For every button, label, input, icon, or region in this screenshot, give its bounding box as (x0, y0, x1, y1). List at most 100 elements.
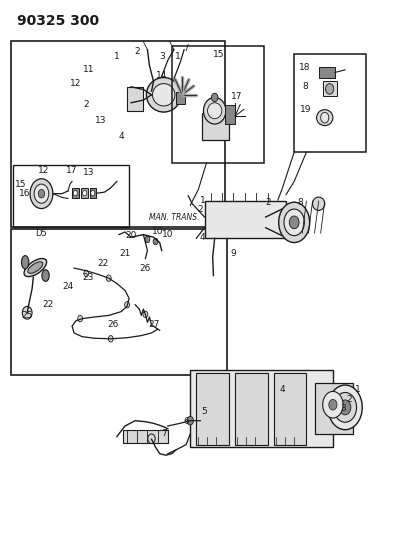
Circle shape (22, 306, 32, 319)
Bar (127, 87, 144, 111)
Circle shape (91, 190, 95, 196)
Circle shape (78, 316, 83, 322)
Text: 2: 2 (198, 205, 203, 214)
Bar (202, 114, 229, 140)
Text: 27: 27 (148, 320, 159, 329)
Circle shape (34, 184, 49, 203)
Text: D5: D5 (35, 229, 47, 238)
Text: 15: 15 (15, 180, 27, 189)
Circle shape (339, 400, 351, 415)
Ellipse shape (317, 110, 333, 126)
Bar (90, 188, 96, 198)
Ellipse shape (28, 262, 43, 273)
Text: 4: 4 (279, 385, 285, 394)
Circle shape (145, 236, 150, 243)
Bar (225, 106, 235, 124)
Bar (176, 92, 185, 104)
Circle shape (323, 391, 343, 418)
Text: 15: 15 (213, 51, 225, 59)
Bar (196, 373, 229, 445)
Text: 3: 3 (159, 52, 164, 61)
Text: 23: 23 (83, 273, 94, 281)
Bar (123, 430, 168, 443)
Bar (235, 373, 267, 445)
Bar (11, 229, 227, 375)
Circle shape (106, 275, 111, 281)
Circle shape (143, 311, 148, 318)
Bar (72, 188, 79, 198)
Text: 4: 4 (118, 132, 124, 141)
Circle shape (73, 190, 77, 196)
Text: 26: 26 (140, 264, 151, 272)
Circle shape (279, 202, 310, 243)
Text: 3: 3 (340, 405, 346, 414)
Circle shape (125, 302, 130, 308)
Bar (274, 373, 306, 445)
Ellipse shape (207, 103, 222, 119)
Ellipse shape (24, 259, 47, 277)
Text: 2: 2 (135, 47, 140, 55)
Circle shape (153, 238, 158, 245)
Text: 20: 20 (126, 231, 137, 240)
Bar (172, 46, 264, 163)
Text: 1: 1 (200, 196, 205, 205)
Bar (13, 165, 129, 227)
Text: 14: 14 (156, 70, 167, 79)
Ellipse shape (204, 98, 226, 124)
Circle shape (321, 112, 329, 123)
Text: 19: 19 (300, 105, 312, 114)
Text: 17: 17 (66, 166, 78, 175)
Text: 12: 12 (38, 166, 49, 175)
Circle shape (211, 93, 218, 102)
Text: 5: 5 (202, 407, 207, 416)
Circle shape (38, 189, 45, 198)
Circle shape (326, 84, 334, 94)
Text: 10: 10 (162, 230, 173, 239)
Text: MAN. TRANS.: MAN. TRANS. (149, 213, 200, 222)
Bar (190, 370, 333, 447)
Text: 18: 18 (299, 63, 310, 71)
Text: 1: 1 (114, 52, 120, 61)
Circle shape (148, 434, 155, 443)
Text: 2: 2 (265, 198, 270, 207)
Bar (81, 188, 88, 198)
Text: 2: 2 (346, 395, 352, 404)
Bar (315, 383, 353, 434)
Circle shape (30, 179, 53, 208)
Text: 4: 4 (200, 233, 205, 242)
Circle shape (84, 270, 89, 277)
Bar (204, 201, 286, 238)
Text: 9: 9 (230, 249, 236, 258)
Text: 26: 26 (107, 320, 119, 329)
Bar (319, 67, 335, 78)
Circle shape (328, 385, 362, 430)
Text: 8: 8 (302, 82, 308, 91)
Circle shape (108, 336, 113, 342)
Text: 21: 21 (119, 249, 131, 258)
Text: 1: 1 (355, 385, 360, 394)
Ellipse shape (312, 197, 325, 211)
Text: 10: 10 (152, 228, 163, 237)
Text: 17: 17 (231, 92, 242, 101)
Circle shape (187, 416, 193, 425)
Text: 24: 24 (62, 282, 74, 291)
Circle shape (334, 392, 357, 422)
Ellipse shape (22, 256, 29, 269)
Circle shape (329, 399, 337, 410)
Text: 11: 11 (83, 66, 94, 74)
Bar (294, 54, 366, 152)
Text: 16: 16 (19, 189, 31, 198)
Text: 90325 300: 90325 300 (17, 14, 99, 28)
Text: 6: 6 (183, 417, 189, 426)
Ellipse shape (153, 84, 175, 106)
Text: 8: 8 (297, 198, 303, 207)
Circle shape (289, 216, 299, 229)
Bar (323, 82, 337, 96)
Text: 22: 22 (42, 300, 53, 309)
Text: 12: 12 (70, 78, 82, 87)
Ellipse shape (42, 270, 49, 281)
Bar (11, 41, 225, 227)
Text: 7: 7 (161, 430, 166, 439)
Circle shape (284, 209, 304, 236)
Text: 13: 13 (95, 116, 106, 125)
